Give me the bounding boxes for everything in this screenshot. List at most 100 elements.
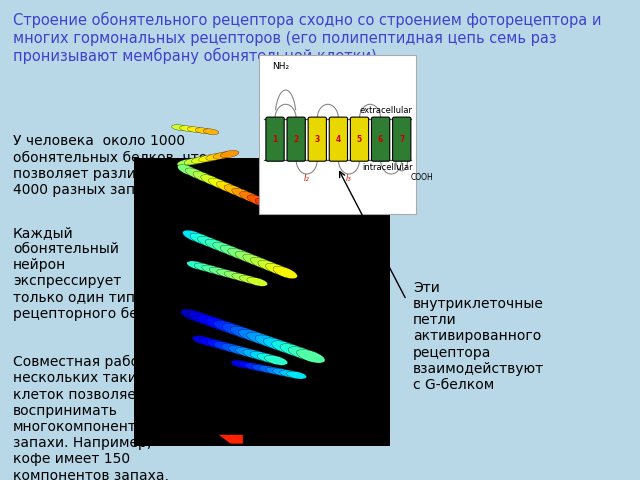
Ellipse shape (195, 128, 211, 133)
Text: 6: 6 (378, 135, 383, 144)
FancyBboxPatch shape (371, 117, 390, 161)
Text: Эти
внутриклеточные
петли
активированного
рецептора
взаимодействуют
с G-белком: Эти внутриклеточные петли активированног… (413, 281, 544, 392)
Text: I₂: I₂ (304, 174, 310, 183)
Text: extracellular: extracellular (360, 107, 413, 115)
Ellipse shape (193, 171, 215, 183)
Ellipse shape (214, 341, 237, 351)
Ellipse shape (195, 263, 215, 272)
Ellipse shape (172, 125, 188, 131)
Ellipse shape (232, 273, 253, 282)
Ellipse shape (209, 267, 230, 276)
FancyBboxPatch shape (329, 117, 348, 161)
Text: 5: 5 (357, 135, 362, 144)
Bar (259, 55, 416, 214)
Ellipse shape (245, 363, 265, 371)
Ellipse shape (198, 155, 218, 162)
Ellipse shape (252, 364, 272, 372)
Text: I₃: I₃ (346, 174, 352, 183)
FancyBboxPatch shape (392, 117, 411, 161)
Ellipse shape (190, 233, 214, 246)
Ellipse shape (296, 349, 325, 363)
Text: У человека  около 1000
обонятельных белков, что
позволяет различать до
4000 разн: У человека около 1000 обонятельных белко… (13, 134, 207, 197)
Ellipse shape (220, 150, 239, 158)
Ellipse shape (201, 175, 223, 186)
Ellipse shape (206, 153, 225, 161)
Ellipse shape (266, 367, 285, 375)
Text: Совместная работа
нескольких таких
клеток позволяет
воспринимать
многокомпонентн: Совместная работа нескольких таких клето… (13, 355, 169, 480)
Ellipse shape (287, 372, 307, 379)
Ellipse shape (221, 344, 244, 353)
Text: 4: 4 (336, 135, 341, 144)
Ellipse shape (205, 239, 230, 252)
Ellipse shape (217, 269, 237, 278)
Ellipse shape (243, 349, 266, 360)
Ellipse shape (225, 271, 245, 280)
Ellipse shape (255, 198, 277, 210)
Ellipse shape (180, 309, 209, 323)
Ellipse shape (236, 251, 260, 264)
Ellipse shape (184, 157, 203, 165)
Ellipse shape (177, 165, 199, 176)
Text: NH₂: NH₂ (272, 62, 289, 71)
Ellipse shape (197, 315, 225, 328)
FancyBboxPatch shape (308, 117, 326, 161)
Text: COOH: COOH (410, 173, 433, 181)
Ellipse shape (288, 347, 317, 360)
Ellipse shape (203, 129, 219, 134)
Ellipse shape (239, 192, 261, 203)
Ellipse shape (188, 127, 203, 132)
Ellipse shape (259, 366, 279, 373)
Text: Каждый
обонятельный
нейрон
экспрессирует
только один тип
рецепторного белка.: Каждый обонятельный нейрон экспрессирует… (13, 226, 168, 321)
Ellipse shape (186, 168, 207, 180)
Text: 3: 3 (315, 135, 320, 144)
Ellipse shape (179, 126, 195, 132)
Polygon shape (218, 434, 243, 444)
Ellipse shape (228, 346, 252, 355)
Ellipse shape (250, 257, 275, 270)
Ellipse shape (273, 369, 292, 376)
Ellipse shape (177, 159, 196, 167)
Ellipse shape (216, 181, 238, 193)
Ellipse shape (198, 236, 222, 249)
Ellipse shape (182, 230, 207, 242)
FancyBboxPatch shape (350, 117, 369, 161)
Ellipse shape (193, 336, 216, 346)
Ellipse shape (257, 353, 280, 363)
Ellipse shape (243, 254, 268, 266)
Ellipse shape (239, 276, 260, 284)
Ellipse shape (266, 263, 290, 276)
Text: Строение обонятельного рецептора сходно со строением фоторецептора и
многих горм: Строение обонятельного рецептора сходно … (13, 12, 602, 64)
Ellipse shape (189, 312, 218, 325)
Ellipse shape (214, 321, 242, 334)
Ellipse shape (187, 261, 207, 270)
Ellipse shape (247, 277, 268, 286)
Ellipse shape (280, 370, 300, 378)
FancyBboxPatch shape (287, 117, 305, 161)
Ellipse shape (239, 329, 267, 343)
Ellipse shape (191, 156, 210, 164)
Ellipse shape (258, 260, 282, 273)
Ellipse shape (247, 332, 275, 346)
Ellipse shape (236, 348, 259, 357)
Text: 2: 2 (294, 135, 299, 144)
Ellipse shape (222, 324, 250, 337)
Ellipse shape (207, 339, 230, 349)
Ellipse shape (200, 337, 223, 348)
Ellipse shape (264, 338, 292, 351)
Ellipse shape (231, 360, 251, 368)
Text: 7: 7 (399, 135, 404, 144)
Ellipse shape (212, 242, 237, 254)
Ellipse shape (280, 344, 308, 357)
Text: intracellular: intracellular (362, 163, 413, 172)
Ellipse shape (228, 248, 252, 261)
FancyBboxPatch shape (266, 117, 284, 161)
Ellipse shape (220, 245, 244, 258)
Ellipse shape (202, 265, 223, 274)
Ellipse shape (273, 266, 298, 278)
Ellipse shape (224, 185, 246, 196)
Ellipse shape (272, 341, 300, 354)
Ellipse shape (247, 195, 269, 206)
Ellipse shape (264, 355, 287, 365)
Ellipse shape (209, 178, 230, 190)
Ellipse shape (238, 361, 258, 369)
